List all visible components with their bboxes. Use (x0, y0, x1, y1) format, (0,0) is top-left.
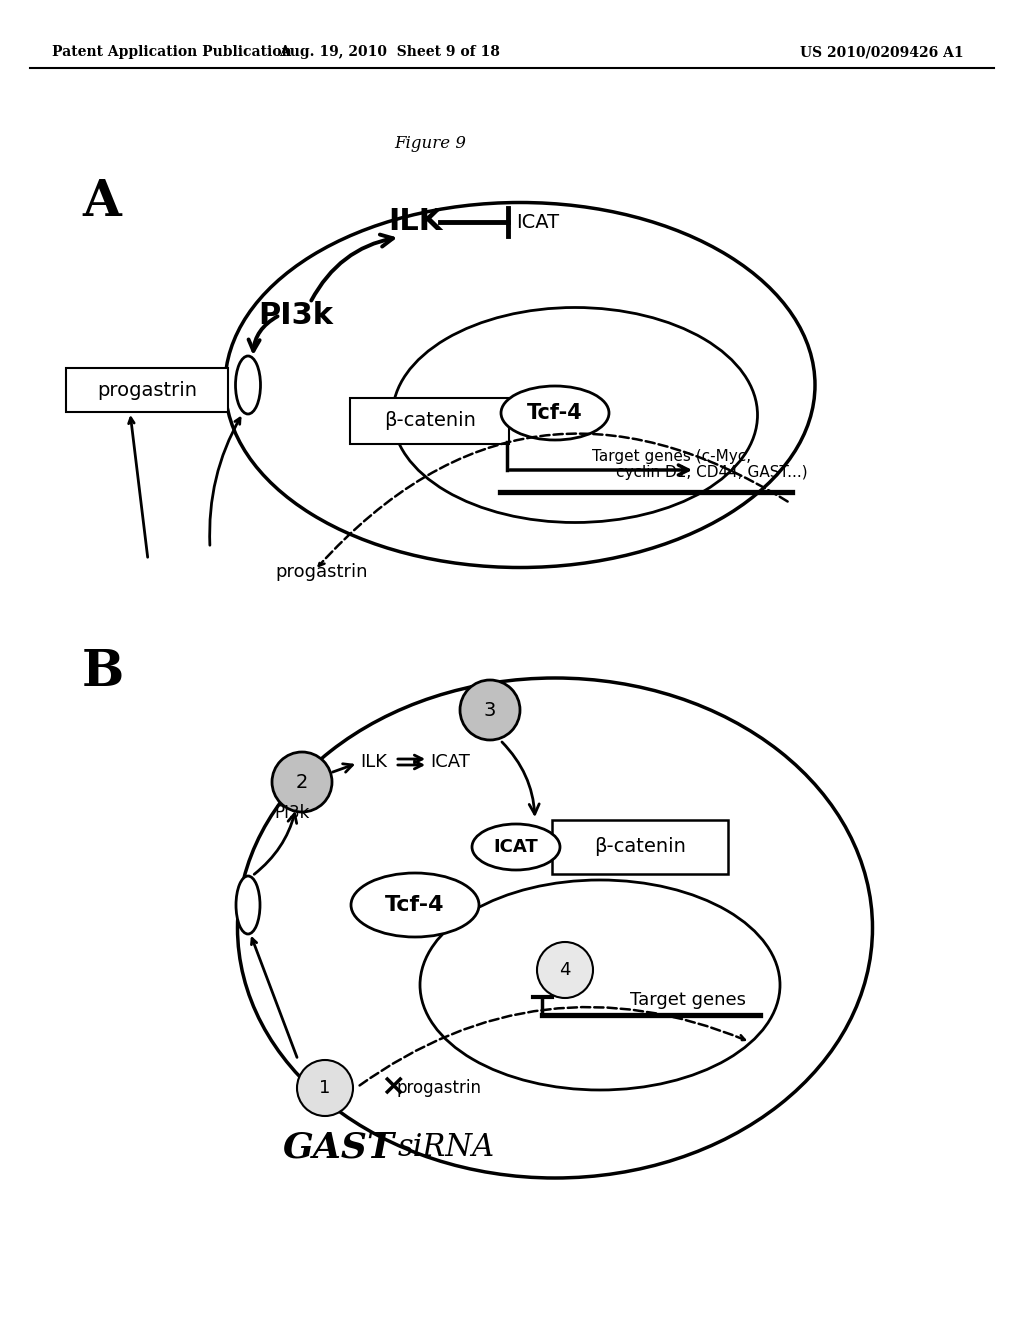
Text: β-catenin: β-catenin (594, 837, 686, 857)
Ellipse shape (236, 876, 260, 935)
Ellipse shape (472, 824, 560, 870)
Ellipse shape (351, 873, 479, 937)
Circle shape (537, 942, 593, 998)
Text: progastrin: progastrin (97, 380, 197, 400)
Text: Figure 9: Figure 9 (394, 135, 466, 152)
Text: PI3k: PI3k (274, 804, 309, 822)
Text: Aug. 19, 2010  Sheet 9 of 18: Aug. 19, 2010 Sheet 9 of 18 (280, 45, 501, 59)
Text: 2: 2 (296, 772, 308, 792)
Text: siRNA: siRNA (398, 1133, 496, 1163)
Text: ILK: ILK (388, 207, 442, 236)
Text: cyclin D1, CD44, GAST...): cyclin D1, CD44, GAST...) (616, 465, 808, 479)
Text: GAST: GAST (283, 1131, 395, 1166)
Text: progastrin: progastrin (397, 1078, 482, 1097)
Text: 1: 1 (319, 1078, 331, 1097)
Text: 4: 4 (559, 961, 570, 979)
Ellipse shape (501, 385, 609, 440)
Text: Patent Application Publication: Patent Application Publication (52, 45, 292, 59)
Text: Tcf-4: Tcf-4 (527, 403, 583, 422)
Text: ICAT: ICAT (430, 752, 470, 771)
Text: B: B (82, 648, 124, 697)
Text: ICAT: ICAT (516, 213, 559, 231)
Circle shape (460, 680, 520, 741)
Text: 3: 3 (483, 701, 497, 719)
Text: Target genes: Target genes (630, 991, 746, 1008)
FancyBboxPatch shape (66, 368, 228, 412)
Text: US 2010/0209426 A1: US 2010/0209426 A1 (800, 45, 964, 59)
Text: β-catenin: β-catenin (384, 412, 476, 430)
Text: PI3k: PI3k (258, 301, 333, 330)
Text: A: A (82, 178, 121, 227)
Ellipse shape (236, 356, 260, 414)
Text: progastrin: progastrin (275, 564, 368, 581)
Text: Target genes (c-Myc,: Target genes (c-Myc, (592, 449, 752, 463)
FancyBboxPatch shape (552, 820, 728, 874)
Circle shape (297, 1060, 353, 1115)
Text: ILK: ILK (360, 752, 387, 771)
Circle shape (272, 752, 332, 812)
Text: ICAT: ICAT (494, 838, 539, 855)
Text: ×: × (380, 1072, 406, 1101)
FancyBboxPatch shape (350, 399, 509, 444)
Text: Tcf-4: Tcf-4 (385, 895, 444, 915)
